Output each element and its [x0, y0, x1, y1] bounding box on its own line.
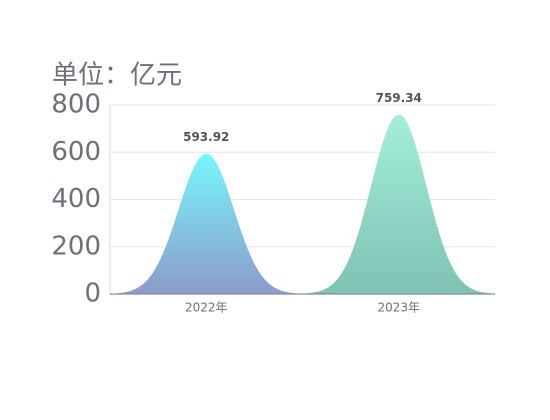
y-axis-label: 单位：亿元: [52, 61, 182, 91]
y-tick-label: 200: [51, 231, 101, 261]
y-tick-label: 600: [51, 137, 101, 167]
value-label: 759.34: [376, 91, 422, 105]
y-tick-label: 0: [84, 279, 101, 309]
x-tick-label: 2023年: [377, 301, 420, 315]
bar: [302, 114, 495, 294]
value-label: 593.92: [183, 130, 229, 144]
x-tick-label: 2022年: [185, 301, 228, 315]
y-tick-label: 400: [51, 184, 101, 214]
bar: [110, 153, 303, 294]
y-tick-label: 800: [51, 90, 101, 120]
